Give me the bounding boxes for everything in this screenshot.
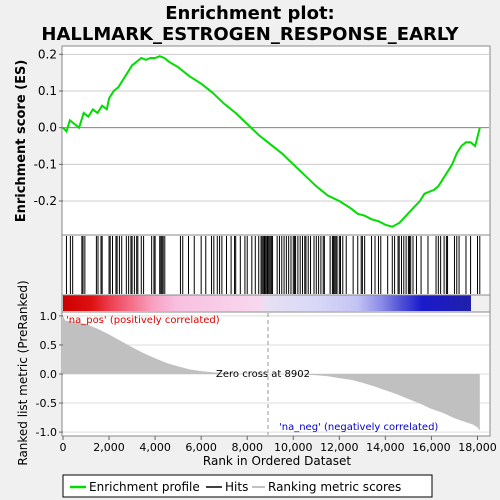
- es-y-tick-label: -0.1: [34, 157, 57, 171]
- x-tick-label: 18,000: [458, 441, 497, 454]
- x-tick-label: 0: [60, 441, 67, 454]
- es-y-tick-label: -0.2: [34, 194, 57, 208]
- legend-box: [62, 474, 433, 498]
- es-y-tick-label: 0.1: [38, 84, 57, 98]
- hit-markers: [65, 236, 481, 294]
- es-y-axis: -0.2 -0.1 0.0 0.1 0.2: [34, 47, 63, 208]
- metric-y-axis-label: Ranked list metric (PreRanked): [16, 280, 30, 465]
- metric-y-tick-label: 1.0: [40, 310, 58, 323]
- rank-color-bar: [63, 295, 471, 311]
- x-axis: 0 2,000 4,000 6,000 8,000 10,000 12,000 14,000 1…: [60, 436, 497, 454]
- x-tick-label: 4,000: [139, 441, 171, 454]
- metric-y-tick-label: 0.0: [40, 368, 58, 381]
- legend-profile-label: Enrichment profile: [89, 480, 200, 494]
- zero-cross-label: Zero cross at 8902: [216, 369, 310, 380]
- metric-y-axis: -1.0 -0.5 0.0 0.5 1.0: [36, 310, 63, 439]
- es-y-tick-label: 0.2: [38, 47, 57, 61]
- es-y-axis-label: Enrichment score (ES): [14, 60, 29, 223]
- neg-label: 'na_neg' (negatively correlated): [279, 422, 438, 433]
- x-tick-label: 6,000: [185, 441, 217, 454]
- es-y-tick-label: 0.0: [38, 121, 57, 135]
- legend-hits-label: Hits: [225, 480, 248, 494]
- x-tick-label: 10,000: [274, 441, 313, 454]
- x-axis-label: Rank in Ordered Dataset: [203, 454, 351, 468]
- x-tick-label: 16,000: [412, 441, 451, 454]
- x-tick-label: 12,000: [320, 441, 359, 454]
- ranked-metric-area: [63, 315, 480, 431]
- hits-panel: [61, 234, 491, 296]
- enrichment-profile-line: [62, 55, 481, 228]
- x-tick-label: 14,000: [366, 441, 405, 454]
- pos-label: 'na_pos' (positively correlated): [66, 315, 220, 326]
- x-tick-label: 8,000: [231, 441, 263, 454]
- metric-y-tick-label: 0.5: [40, 339, 58, 352]
- es-gridlines: [63, 53, 489, 202]
- metric-y-tick-label: -1.0: [36, 426, 57, 439]
- legend-metric-label: Ranking metric scores: [268, 480, 401, 494]
- metric-y-tick-label: -0.5: [36, 397, 57, 410]
- x-tick-label: 2,000: [93, 441, 125, 454]
- chart-title-line1: Enrichment plot:: [165, 3, 335, 24]
- chart-title-line2: HALLMARK_ESTROGEN_RESPONSE_EARLY: [41, 24, 459, 45]
